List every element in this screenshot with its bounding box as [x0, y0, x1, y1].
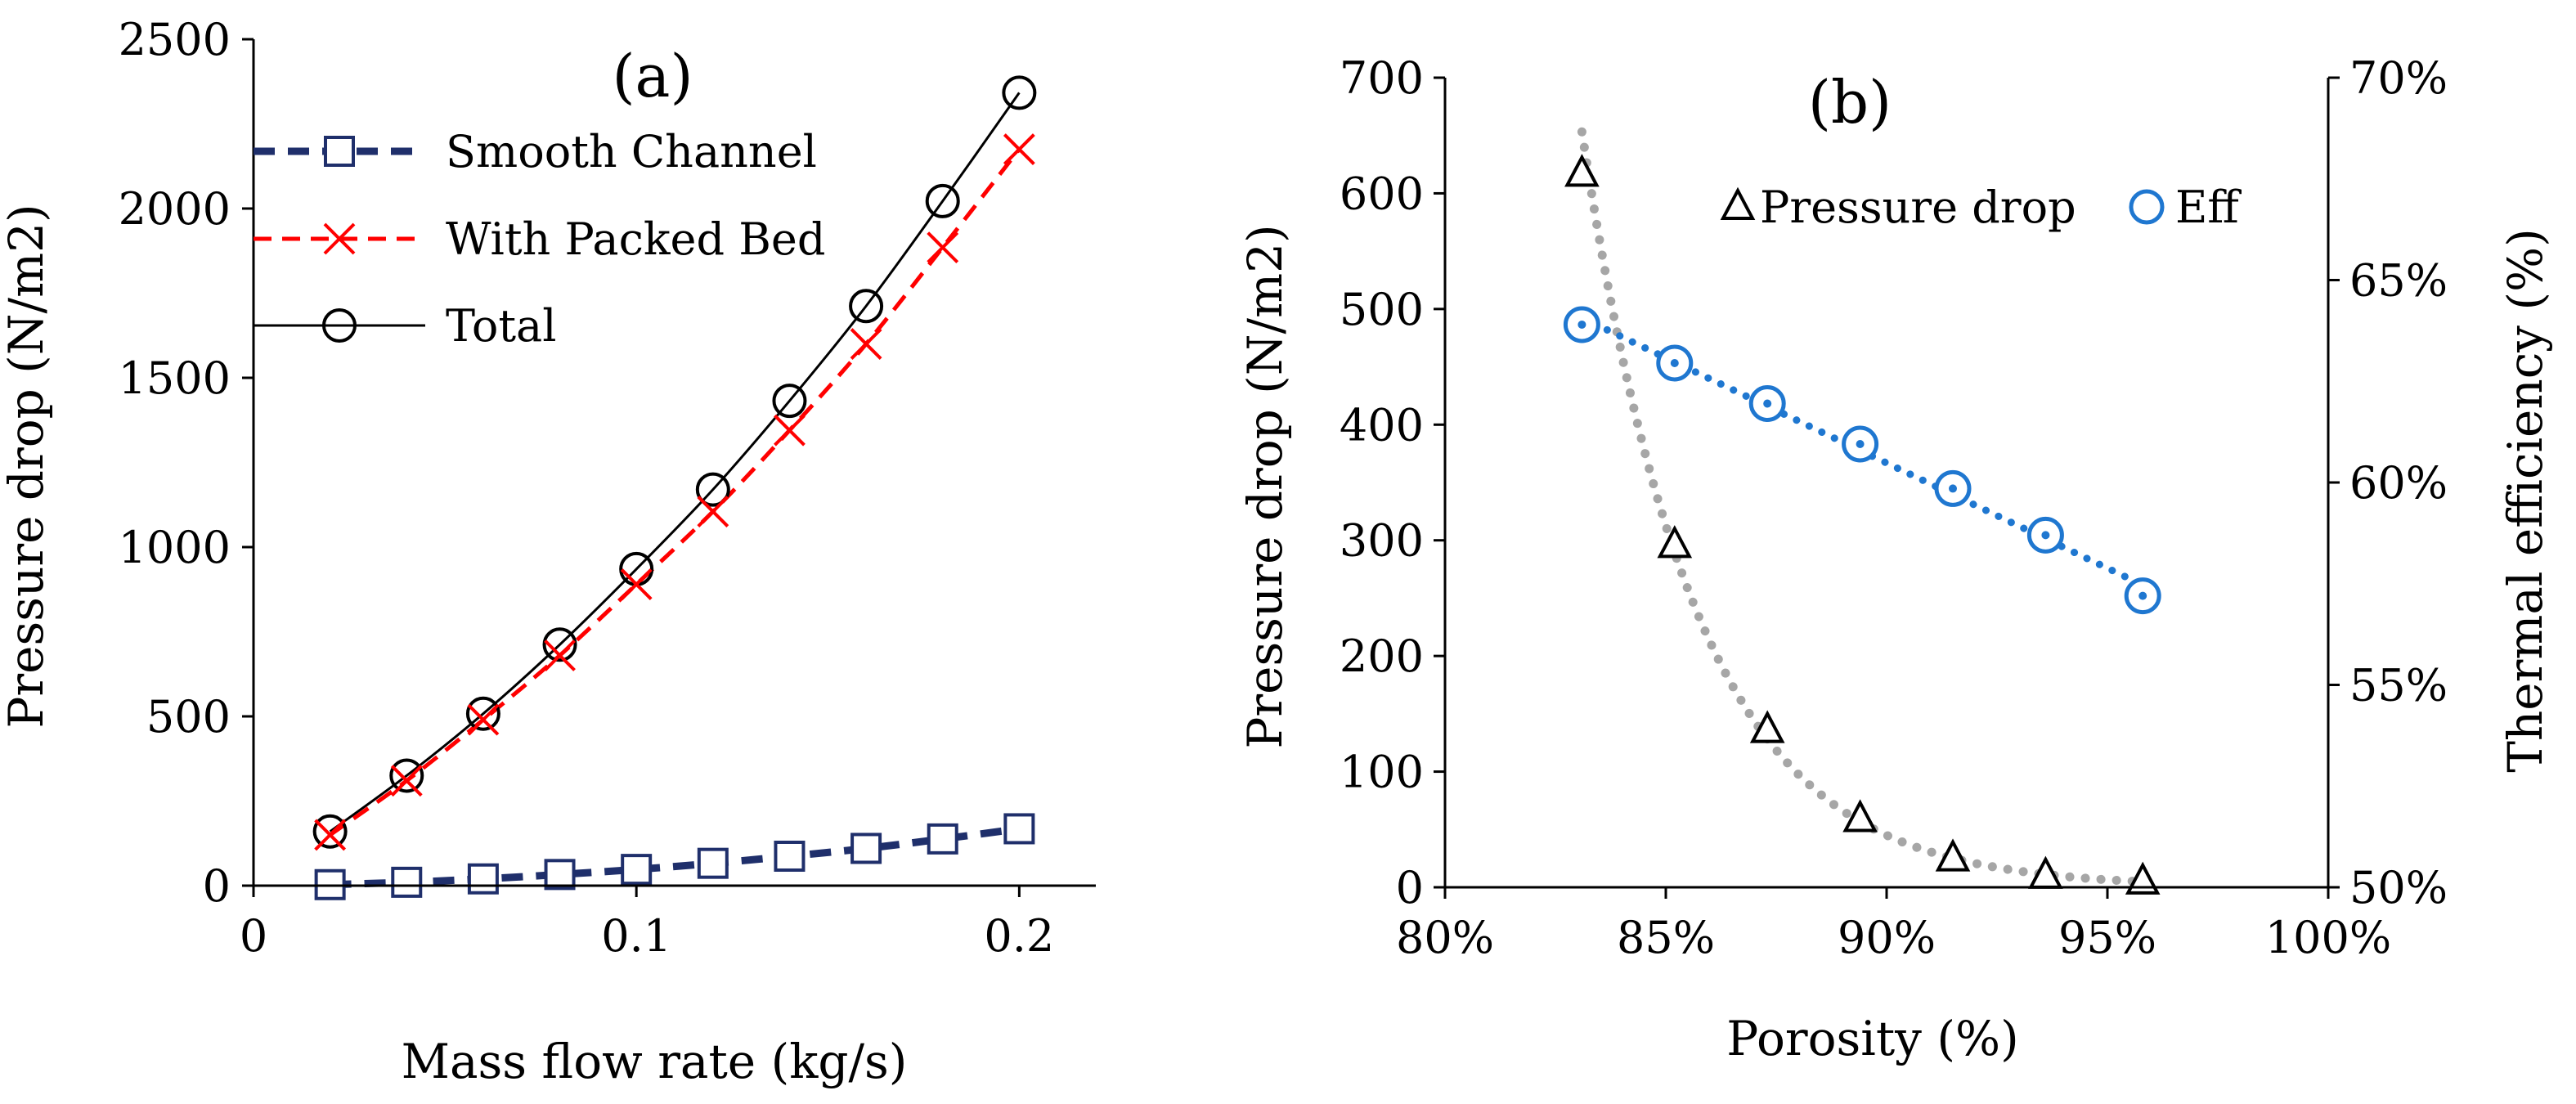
chart-a: 0 500 1000 1500 2000 2500 0 0.1 0.2 (a) Mass flo… [0, 14, 1096, 1089]
chart-b-x-tick-label: 85% [1617, 912, 1715, 963]
chart-b-eff-point-1 [1656, 344, 1694, 382]
chart-b-left-y-axis-title: Pressure drop (N/m2) [1237, 224, 1293, 748]
chart-b-eff-point-5 [2026, 516, 2064, 554]
chart-a-point-s2-3 [542, 627, 577, 662]
chart-b-legend-marker-1 [2129, 189, 2165, 225]
chart-a-series-line-2 [329, 92, 1021, 832]
chart-a-y-tick-label: 1000 [119, 522, 231, 573]
chart-a-point-s1-8 [927, 231, 959, 264]
chart-b-pressure-point-1 [1657, 525, 1693, 559]
chart-a-point-s2-6 [772, 384, 807, 419]
chart-b-y2-tick-label: 55% [2349, 660, 2448, 711]
chart-a-point-s1-0 [314, 819, 347, 851]
chart-a-point-s2-2 [465, 696, 500, 731]
chart-a-y-tick-label: 500 [146, 691, 231, 743]
chart-a-point-s1-7 [850, 328, 882, 361]
chart-a-point-s0-5 [697, 847, 729, 879]
chart-a-x-tick-label: 0 [240, 910, 267, 962]
chart-a-y-tick-label: 2000 [119, 183, 231, 235]
chart-a-point-s0-6 [774, 840, 806, 872]
chart-b-pressure-point-4 [1935, 838, 1971, 872]
chart-b-y-tick-label: 0 [1396, 862, 1424, 913]
chart-b-y-tick-label: 500 [1340, 284, 1424, 335]
chart-a-point-s1-1 [390, 765, 423, 797]
chart-b-right-y-axis-title: Thermal efficiency (%) [2497, 228, 2553, 773]
chart-b-pressure-point-2 [1749, 710, 1785, 743]
chart-a-series-line-1 [329, 148, 1021, 837]
chart-a-panel-label: (a) [612, 42, 693, 110]
chart-a-x-tick-label: 0.1 [601, 910, 671, 962]
chart-b-eff-point-0 [1563, 306, 1600, 343]
chart-a-point-s0-2 [467, 863, 499, 895]
chart-a-point-s0-4 [621, 854, 653, 886]
chart-a-point-s1-2 [467, 703, 500, 736]
chart-b-y2-tick-label: 65% [2349, 255, 2448, 307]
chart-a-point-s2-8 [925, 183, 960, 218]
chart-a-y-tick-label: 1500 [119, 352, 231, 404]
chart-b-legend-label-0: Pressure drop [1760, 182, 2076, 233]
chart-a-point-s0-7 [850, 832, 882, 864]
chart-b-y-tick-label: 200 [1340, 631, 1424, 682]
chart-b-eff-point-4 [1934, 469, 1972, 507]
chart-b-ticks: 0 100 200 300 400 500 600 700 50% 55% 60% 65% 70% 80%… [1340, 52, 2448, 963]
chart-b-x-tick-label: 95% [2058, 912, 2156, 963]
chart-a-y-tick-label: 0 [203, 860, 231, 912]
chart-a-legend-marker-2 [322, 308, 357, 343]
chart-b-pressure-point-3 [1842, 799, 1878, 832]
chart-b-x-tick-label: 80% [1396, 912, 1494, 963]
chart-b-legend-label-1: Eff [2175, 182, 2242, 233]
chart-a-point-s1-6 [774, 414, 806, 447]
chart-a-point-s2-9 [1002, 75, 1037, 110]
chart-b-y2-tick-label: 70% [2349, 52, 2448, 104]
chart-b: 0 100 200 300 400 500 600 700 50% 55% 60% 65% 70% 80%… [1237, 52, 2553, 1066]
chart-a-point-s0-9 [1003, 813, 1035, 845]
chart-a-legend-marker-0 [324, 136, 355, 167]
chart-b-x-tick-label: 100% [2265, 912, 2391, 963]
chart-a-point-s1-3 [544, 640, 576, 671]
chart-b-legend: Pressure drop Eff [1720, 182, 2242, 233]
chart-a-point-s0-3 [544, 859, 576, 891]
chart-a-point-s0-8 [927, 823, 958, 855]
chart-b-y-tick-label: 600 [1340, 168, 1424, 219]
chart-b-y-tick-label: 100 [1340, 747, 1424, 798]
chart-b-y2-tick-label: 50% [2349, 862, 2448, 913]
chart-a-point-s1-4 [620, 568, 653, 600]
chart-b-legend-marker-0 [1720, 186, 1756, 220]
chart-b-y-tick-label: 400 [1340, 399, 1424, 451]
chart-a-point-s1-5 [697, 496, 729, 527]
chart-a-x-axis-title: Mass flow rate (kg/s) [402, 1034, 908, 1089]
chart-a-legend: Smooth Channel With Packed Bed Total [254, 126, 825, 352]
chart-a-marks [312, 75, 1037, 900]
chart-a-legend-marker-1 [323, 222, 356, 255]
chart-b-marks [1563, 127, 2161, 895]
chart-a-series-line-0 [330, 824, 1020, 889]
chart-b-y-tick-label: 700 [1340, 52, 1424, 104]
chart-b-eff-point-3 [1842, 425, 1879, 463]
chart-a-legend-label-0: Smooth Channel [446, 126, 817, 177]
chart-a-point-s2-0 [312, 814, 348, 849]
chart-a-point-s0-1 [391, 866, 423, 898]
chart-b-eff-point-2 [1748, 384, 1786, 422]
chart-a-point-s1-9 [1003, 133, 1035, 165]
chart-a-point-s2-5 [695, 472, 730, 507]
chart-a-point-s2-7 [849, 289, 884, 324]
chart-a-ticks: 0 500 1000 1500 2000 2500 0 0.1 0.2 [119, 14, 1055, 962]
chart-b-panel-label: (b) [1808, 68, 1892, 137]
chart-b-x-axis-title: Porosity (%) [1726, 1011, 2018, 1066]
chart-b-pressure-trendline [1577, 127, 2147, 886]
chart-a-legend-label-2: Total [446, 300, 557, 352]
chart-a-point-s2-1 [389, 758, 424, 793]
chart-b-pressure-point-6 [2125, 861, 2161, 895]
chart-b-pressure-point-0 [1564, 154, 1600, 187]
chart-a-y-tick-label: 2500 [119, 14, 231, 65]
chart-b-y2-tick-label: 60% [2349, 457, 2448, 509]
chart-a-y-axis-title: Pressure drop (N/m2) [0, 204, 54, 728]
chart-a-legend-label-1: With Packed Bed [446, 213, 825, 265]
chart-a-x-tick-label: 0.2 [984, 910, 1054, 962]
chart-b-eff-point-6 [2124, 577, 2161, 615]
chart-b-y-tick-label: 300 [1340, 515, 1424, 567]
chart-b-x-tick-label: 90% [1838, 912, 1936, 963]
